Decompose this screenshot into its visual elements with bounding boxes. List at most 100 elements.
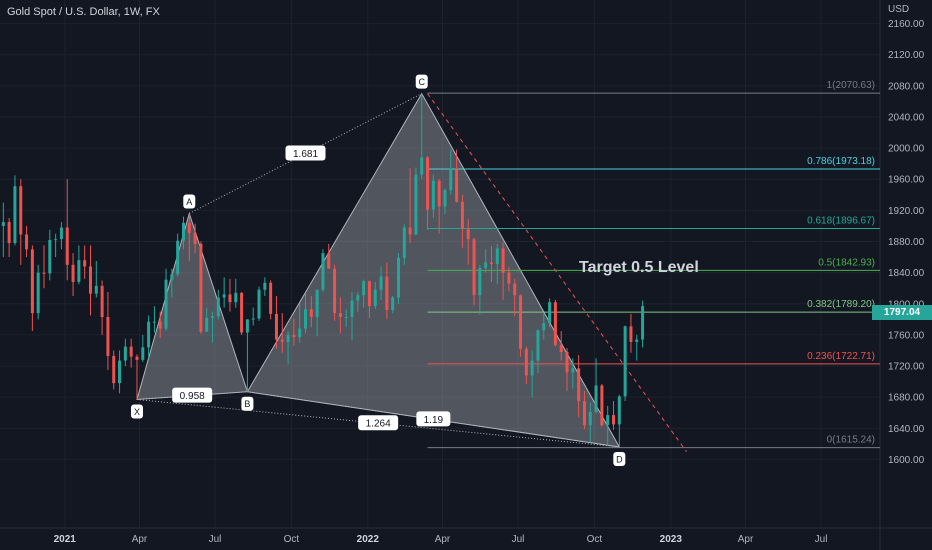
ratio-label-box xyxy=(285,145,326,161)
candle-body xyxy=(211,316,215,318)
candle-body xyxy=(426,157,430,210)
candle-body xyxy=(466,229,470,240)
candle-body xyxy=(164,279,168,329)
candle-body xyxy=(484,262,488,268)
candle-body xyxy=(147,321,151,348)
ratio-label-box xyxy=(358,415,399,431)
candle-body xyxy=(129,346,133,357)
y-tick-label: 1720.00 xyxy=(888,362,925,373)
candle-body xyxy=(123,346,127,361)
ratio-label: 1.19 xyxy=(424,415,444,426)
candle-body xyxy=(629,326,633,342)
fib-level-label: 0(1615.24) xyxy=(827,435,875,446)
candle-body xyxy=(367,281,371,307)
candle-body xyxy=(42,272,46,274)
y-tick-label: 2000.00 xyxy=(888,144,925,155)
fib-level-label: 0.5(1842.93) xyxy=(818,257,875,268)
candle-body xyxy=(71,264,75,282)
trend-line-dashed xyxy=(427,93,687,452)
candle-body xyxy=(222,294,226,298)
x-tick-label: 2023 xyxy=(660,534,683,545)
candle-body xyxy=(455,168,459,202)
pattern-point-label: A xyxy=(186,197,192,207)
y-tick-label: 1800.00 xyxy=(888,299,925,310)
candle-body xyxy=(536,330,540,361)
candle-body xyxy=(269,282,273,314)
x-tick-label: Apr xyxy=(132,534,148,545)
fib-level-label: 0.786(1973.18) xyxy=(807,156,875,167)
candle-body xyxy=(338,313,342,317)
y-tick-label: 1640.00 xyxy=(888,424,925,435)
candle-body xyxy=(274,313,278,340)
x-tick-label: 2022 xyxy=(357,534,380,545)
candle-body xyxy=(344,316,348,318)
candle-body xyxy=(176,240,180,275)
candle-body xyxy=(577,368,581,402)
candle-body xyxy=(437,180,441,207)
y-tick-label: 1880.00 xyxy=(888,237,925,248)
x-tick-label: Apr xyxy=(435,534,451,545)
candle-body xyxy=(612,415,616,425)
candle-body xyxy=(524,348,528,376)
candle-body xyxy=(181,222,185,241)
candle-body xyxy=(315,289,319,317)
x-tick-label: Jul xyxy=(209,534,222,545)
candle-body xyxy=(304,309,308,329)
candle-body xyxy=(623,326,627,397)
candle-body xyxy=(507,272,511,284)
candle-body xyxy=(13,186,17,244)
candle-body xyxy=(373,289,377,307)
candle-body xyxy=(193,232,197,244)
candle-body xyxy=(472,239,476,296)
y-tick-label: 2040.00 xyxy=(888,112,925,123)
candle-body xyxy=(170,274,174,280)
candle-body xyxy=(501,248,505,273)
candle-body xyxy=(350,300,354,317)
candle-body xyxy=(600,385,604,426)
candle-body xyxy=(431,180,435,210)
candle-body xyxy=(513,283,517,296)
ratio-label: 1.681 xyxy=(293,149,318,160)
candle-body xyxy=(571,368,575,373)
candle-body xyxy=(88,266,92,294)
chart-title: Gold Spot / U.S. Dollar, 1W, FX xyxy=(7,6,160,18)
candle-body xyxy=(205,317,209,332)
connector-xb xyxy=(136,391,248,401)
candle-body xyxy=(152,321,156,323)
candle-body xyxy=(83,260,87,267)
candle-body xyxy=(606,415,610,426)
candle-body xyxy=(588,411,592,426)
candle-body xyxy=(594,385,598,412)
candle-body xyxy=(286,334,290,342)
candle-body xyxy=(94,285,98,294)
last-price-badge: 1797.04 xyxy=(872,305,932,320)
pattern-point-box xyxy=(415,74,428,89)
candle-body xyxy=(385,276,389,310)
candle-body xyxy=(100,285,104,317)
fib-level-label: 0.618(1896.67) xyxy=(807,216,875,227)
candle-body xyxy=(617,396,621,425)
candle-body xyxy=(408,227,412,235)
candle-body xyxy=(30,249,34,314)
x-tick-label: 2021 xyxy=(54,534,77,545)
candle-body xyxy=(1,222,5,226)
candle-body xyxy=(141,347,145,360)
candle-body xyxy=(414,174,418,235)
candle-body xyxy=(48,239,52,274)
y-tick-label: 2080.00 xyxy=(888,81,925,92)
candle-body xyxy=(327,253,331,269)
x-tick-label: Apr xyxy=(738,534,754,545)
candle-body xyxy=(449,168,453,191)
candle-body xyxy=(420,157,424,175)
pattern-point-label: X xyxy=(134,407,140,417)
ratio-label-box xyxy=(416,411,451,427)
candle-body xyxy=(356,295,360,301)
candle-body xyxy=(280,339,284,342)
candle-body xyxy=(362,281,366,296)
pattern-point-box xyxy=(183,194,196,209)
candle-body xyxy=(234,292,238,303)
pattern-point-box xyxy=(130,404,143,419)
y-tick-label: 1680.00 xyxy=(888,393,925,404)
